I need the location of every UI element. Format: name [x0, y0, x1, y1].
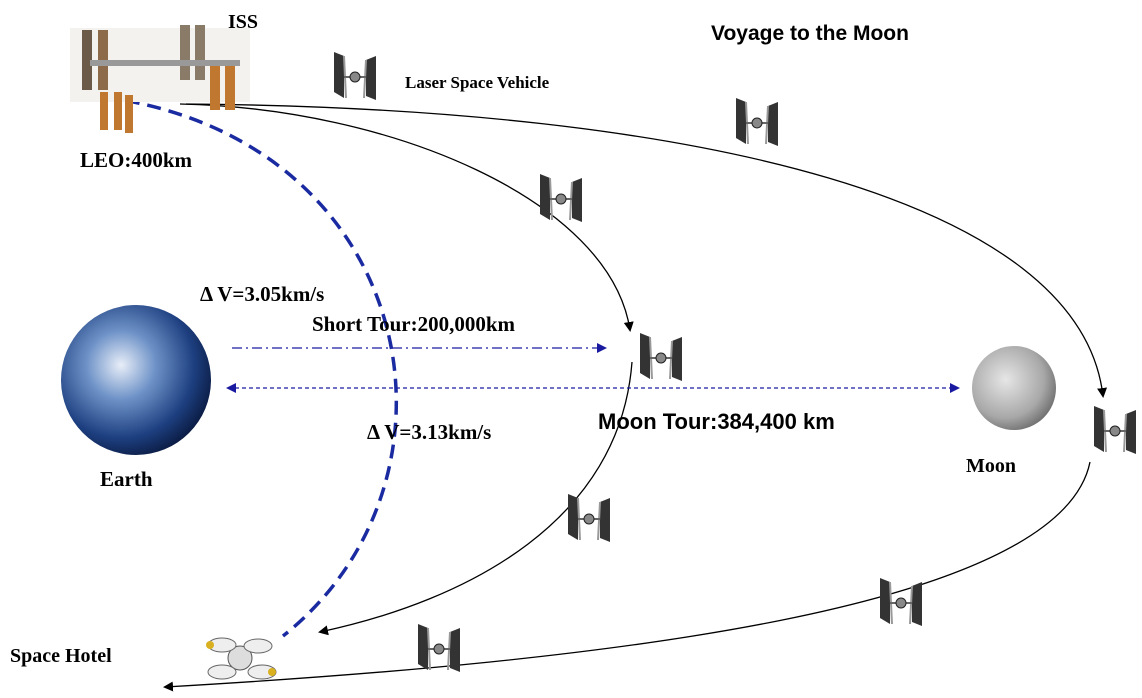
short-tour-back — [320, 362, 632, 632]
moon-label: Moon — [966, 455, 1016, 477]
satellite — [880, 578, 922, 626]
delta-v1-label: Δ V=3.05km/s — [200, 282, 324, 306]
iss-icon — [70, 25, 250, 133]
diagram: Voyage to the Moon ISS Laser Space Vehic… — [0, 0, 1142, 698]
satellite — [418, 624, 460, 672]
satellite — [540, 174, 582, 222]
moon-tour-back — [165, 462, 1090, 687]
leo-label: LEO:400km — [80, 148, 193, 172]
moon — [972, 346, 1056, 430]
satellite — [568, 494, 610, 542]
earth-label: Earth — [100, 467, 153, 491]
satellite — [736, 98, 778, 146]
space-hotel-icon — [206, 638, 276, 679]
moon-tour-label: Moon Tour:384,400 km — [598, 409, 835, 434]
short-tour-label: Short Tour:200,000km — [312, 312, 516, 336]
delta-v2-label: Δ V=3.13km/s — [367, 420, 491, 444]
vehicle-label: Laser Space Vehicle — [405, 73, 550, 92]
iss-label: ISS — [228, 11, 258, 33]
earth — [61, 305, 211, 455]
title: Voyage to the Moon — [711, 22, 909, 45]
hotel-label: Space Hotel — [10, 645, 112, 667]
satellite — [334, 52, 376, 100]
satellite — [640, 333, 682, 381]
satellite — [1094, 406, 1136, 454]
